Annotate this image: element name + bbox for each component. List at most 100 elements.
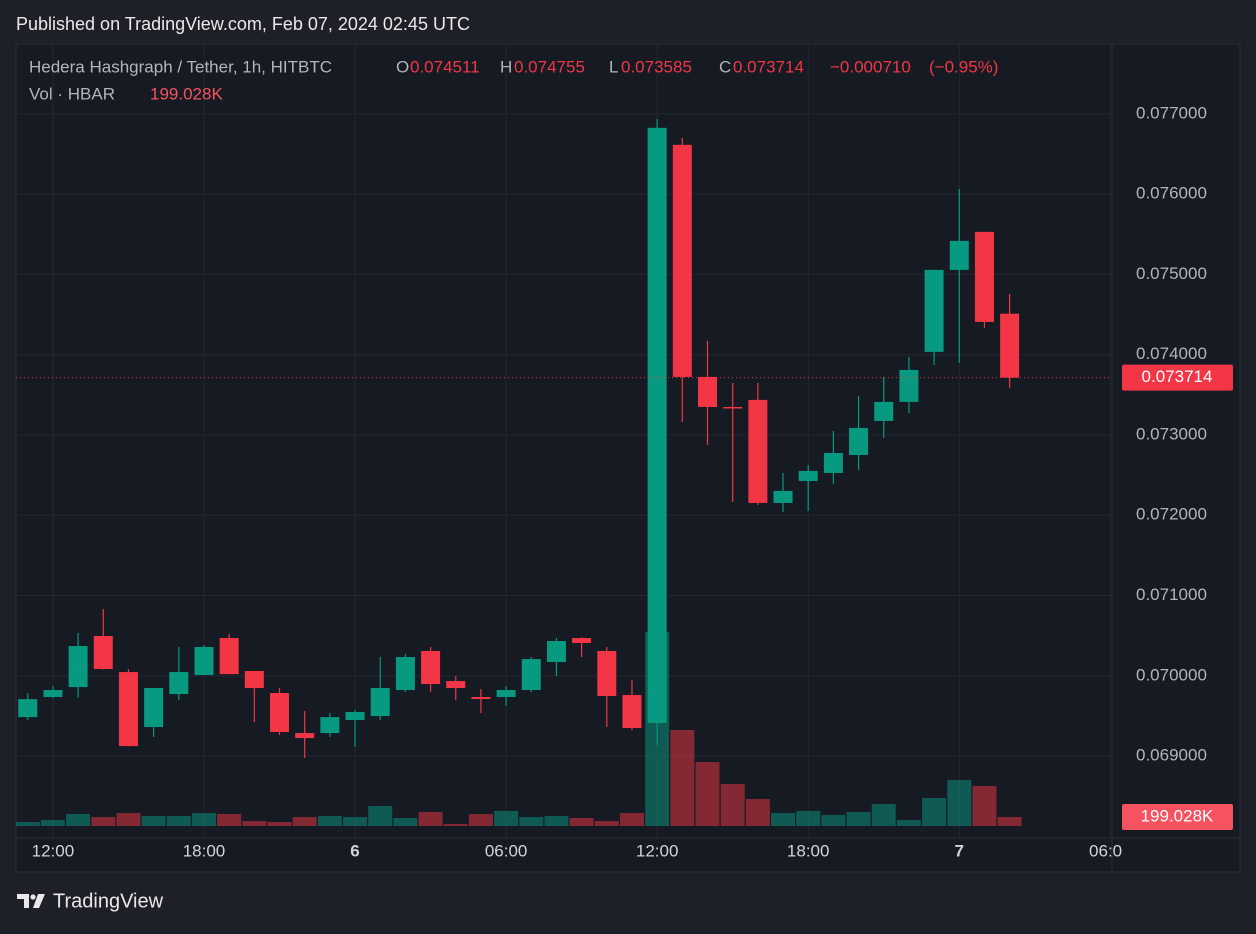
candle-body: [1000, 313, 1020, 378]
candle-body: [370, 688, 390, 717]
ohlc-value: 0.073714: [733, 57, 804, 76]
candle-body: [698, 376, 718, 407]
candle-body: [949, 240, 969, 270]
volume-bar: [544, 816, 569, 826]
chart-panel: [15, 43, 1241, 873]
x-tick-label: 18:00: [183, 841, 226, 860]
candle-body: [345, 712, 365, 721]
x-tick-label: 6: [350, 841, 359, 860]
ohlc-value: 0.073585: [621, 57, 692, 76]
x-tick-label: 12:00: [636, 841, 679, 860]
volume-bar: [519, 817, 544, 826]
volume-bar: [418, 811, 443, 826]
volume-bar: [846, 811, 871, 826]
volume-bar: [267, 822, 292, 826]
volume-bar: [141, 816, 166, 826]
candle-body: [723, 406, 743, 409]
ohlc-value: 0.074755: [514, 57, 585, 76]
candle-body: [622, 695, 642, 729]
brand-logo: [17, 894, 45, 908]
volume-bar: [393, 817, 418, 826]
candle-body: [144, 688, 164, 728]
symbol-title: Hedera Hashgraph / Tether, 1h, HITBTC: [29, 57, 332, 76]
volume-value: 199.028K: [150, 84, 223, 103]
candle-body: [295, 733, 315, 739]
y-tick-label: 0.075000: [1136, 264, 1207, 283]
y-tick-label: 0.072000: [1136, 505, 1207, 524]
x-tick-label: 7: [955, 841, 964, 860]
candle-body: [496, 690, 516, 698]
change: −0.000710: [830, 57, 911, 76]
volume-bar: [922, 798, 947, 826]
x-tick-label: 06:00: [485, 841, 528, 860]
candle-body: [849, 427, 869, 455]
y-tick-label: 0.074000: [1136, 344, 1207, 363]
volume-bar: [468, 814, 493, 826]
volume-bar: [166, 816, 191, 826]
candle-body: [672, 144, 692, 377]
x-tick-label: 12:00: [32, 841, 75, 860]
candle-body: [974, 231, 994, 322]
y-tick-label: 0.069000: [1136, 746, 1207, 765]
volume-bar: [972, 785, 997, 826]
volume-bar: [771, 812, 796, 826]
candle-body: [647, 127, 667, 724]
volume-bar: [40, 819, 65, 826]
candle-body: [773, 490, 793, 503]
y-tick-label: 0.073000: [1136, 424, 1207, 443]
candle-body: [572, 638, 592, 643]
candle-body: [395, 657, 415, 691]
y-tick-label: 0.071000: [1136, 585, 1207, 604]
candle-body: [169, 672, 189, 695]
volume-bar: [896, 819, 921, 826]
candle-body: [43, 690, 63, 698]
last-price-label: 0.073714: [1142, 367, 1213, 386]
candle-body: [471, 697, 491, 700]
candle-body: [798, 470, 818, 481]
volume-bar: [871, 803, 896, 826]
volume-bar: [242, 820, 267, 826]
ohlc-letter: O: [396, 57, 409, 76]
candle-body: [244, 671, 264, 689]
ohlc-value: 0.074511: [410, 57, 480, 76]
volume-bar: [745, 799, 770, 826]
candle-body: [194, 647, 214, 676]
candle-body: [546, 640, 566, 663]
volume-bar: [217, 814, 242, 826]
x-tick-label: 06:00: [1089, 841, 1132, 860]
ohlc-letter: C: [719, 57, 731, 76]
ohlc-letter: L: [609, 57, 618, 76]
volume-title: Vol · HBAR: [29, 84, 115, 103]
volume-bar: [494, 810, 519, 826]
candle-body: [924, 269, 944, 352]
candle-body: [219, 638, 239, 675]
volume-bar: [796, 810, 821, 826]
volume-bar: [368, 806, 393, 826]
volume-bar: [997, 817, 1022, 826]
y-tick-label: 0.077000: [1136, 103, 1207, 122]
candle-body: [874, 401, 894, 421]
volume-bar: [91, 817, 116, 826]
candle-body: [270, 693, 290, 733]
volume-bar: [569, 817, 594, 826]
last-price-tag: [1122, 364, 1233, 391]
y-tick-label: 0.070000: [1136, 665, 1207, 684]
volume-bar: [343, 817, 368, 826]
candle-body: [597, 651, 617, 696]
y-tick-label: 0.076000: [1136, 184, 1207, 203]
volume-bar: [619, 812, 644, 826]
volume-bar: [821, 815, 846, 826]
brand-name: TradingView: [53, 890, 164, 912]
volume-bar: [670, 729, 695, 826]
volume-bar: [191, 812, 216, 826]
candle-body: [823, 452, 843, 473]
candle-body: [320, 717, 340, 734]
ohlc-letter: H: [500, 57, 512, 76]
candle-body: [899, 369, 919, 402]
candle-body: [118, 672, 138, 747]
volume-bar: [443, 824, 468, 826]
volume-tag-label: 199.028K: [1141, 806, 1214, 825]
candle-body: [446, 681, 466, 689]
